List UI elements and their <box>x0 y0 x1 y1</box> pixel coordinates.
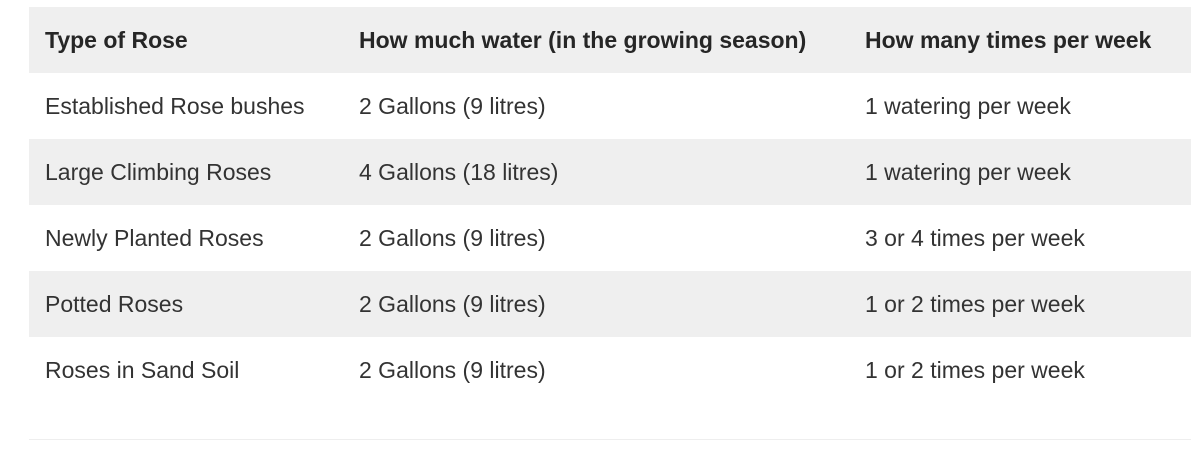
table-row: Newly Planted Roses 2 Gallons (9 litres)… <box>29 205 1191 271</box>
cell-frequency: 1 watering per week <box>865 158 1071 185</box>
cell-water-amount: 4 Gallons (18 litres) <box>359 158 559 185</box>
cell-rose-type: Large Climbing Roses <box>45 158 272 185</box>
bottom-divider <box>29 439 1191 440</box>
cell-frequency: 1 or 2 times per week <box>865 356 1085 383</box>
table-row: Potted Roses 2 Gallons (9 litres) 1 or 2… <box>29 271 1191 337</box>
rose-watering-table: Type of Rose How much water (in the grow… <box>29 7 1191 403</box>
cell-frequency: 1 watering per week <box>865 92 1071 119</box>
table-row: Roses in Sand Soil 2 Gallons (9 litres) … <box>29 337 1191 403</box>
cell-water-amount: 2 Gallons (9 litres) <box>359 356 546 383</box>
column-header-frequency: How many times per week <box>865 26 1152 53</box>
column-header-water-amount: How much water (in the growing season) <box>359 26 807 53</box>
rose-watering-table-container: Type of Rose How much water (in the grow… <box>29 7 1191 403</box>
cell-water-amount: 2 Gallons (9 litres) <box>359 224 546 251</box>
cell-rose-type: Potted Roses <box>45 290 184 317</box>
table-row: Established Rose bushes 2 Gallons (9 lit… <box>29 73 1191 139</box>
table-row: Large Climbing Roses 4 Gallons (18 litre… <box>29 139 1191 205</box>
table-header-row: Type of Rose How much water (in the grow… <box>29 7 1191 73</box>
column-header-type: Type of Rose <box>45 26 188 53</box>
cell-frequency: 3 or 4 times per week <box>865 224 1085 251</box>
cell-frequency: 1 or 2 times per week <box>865 290 1085 317</box>
cell-rose-type: Established Rose bushes <box>45 92 305 119</box>
cell-water-amount: 2 Gallons (9 litres) <box>359 290 546 317</box>
cell-water-amount: 2 Gallons (9 litres) <box>359 92 546 119</box>
cell-rose-type: Roses in Sand Soil <box>45 356 240 383</box>
cell-rose-type: Newly Planted Roses <box>45 224 264 251</box>
